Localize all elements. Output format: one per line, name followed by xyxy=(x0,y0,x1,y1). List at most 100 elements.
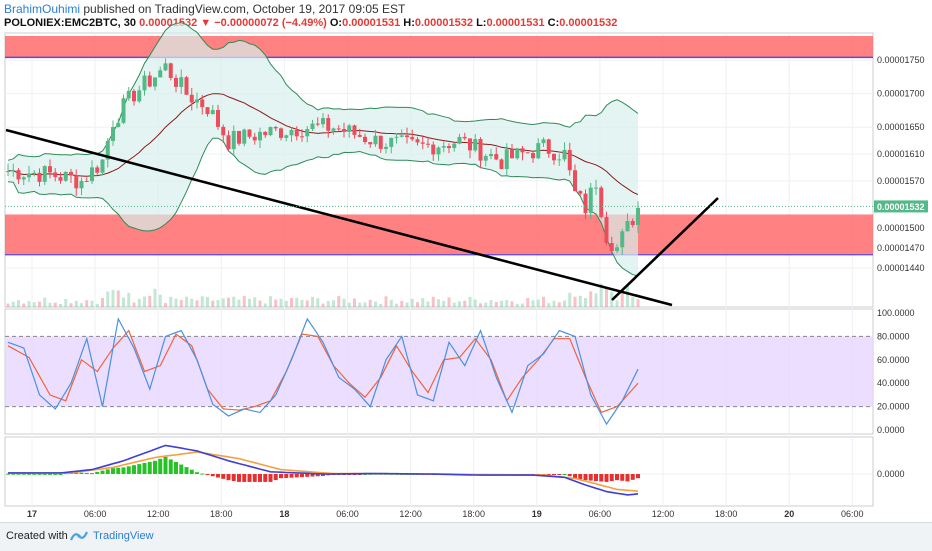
volume-bar xyxy=(531,300,535,307)
candle-body xyxy=(300,136,304,138)
time-axis-label: 12:00 xyxy=(147,509,170,519)
time-axis-label: 19 xyxy=(532,509,542,519)
volume-bar xyxy=(74,300,78,307)
macd-histogram-bar xyxy=(79,472,84,474)
volume-bar xyxy=(542,296,545,307)
candle-body xyxy=(373,135,378,145)
volume-bar xyxy=(573,296,577,307)
volume-bar xyxy=(605,287,608,307)
price-axis-label: 0.00001500 xyxy=(877,223,925,233)
candle-body xyxy=(315,123,320,125)
tradingview-logo-icon[interactable] xyxy=(70,528,88,544)
candle-body xyxy=(27,173,31,178)
volume-bar xyxy=(626,285,629,307)
candle-body xyxy=(242,129,247,144)
volume-bar xyxy=(452,302,456,307)
macd-histogram-bar xyxy=(583,474,588,481)
macd-histogram-bar xyxy=(142,463,147,474)
candle-body xyxy=(636,207,640,225)
price-change: −0.00000072 (−4.49%) xyxy=(214,17,327,29)
volume-bar xyxy=(116,290,120,307)
volume-bar xyxy=(227,297,230,307)
macd-histogram-bar xyxy=(105,469,110,474)
volume-bar xyxy=(379,303,383,307)
candle-body xyxy=(541,139,546,144)
candle-body xyxy=(405,135,409,138)
down-arrow-icon: ▼ xyxy=(200,17,212,29)
candle-body xyxy=(11,170,16,172)
candle-body xyxy=(609,243,614,251)
macd-histogram-bar xyxy=(90,473,94,475)
candle-body xyxy=(279,128,283,138)
volume-bar xyxy=(232,296,236,307)
volume-bar xyxy=(489,300,493,307)
chart-canvas[interactable]: 0.00001532 0.00001750 0.00001700 0.00001650… xyxy=(0,0,932,522)
volume-bar xyxy=(248,298,251,307)
candle-body xyxy=(394,136,399,138)
volume-bar xyxy=(195,300,199,307)
volume-bar xyxy=(85,300,89,307)
last-price-badge-text: 0.00001532 xyxy=(877,202,925,212)
time-axis-label: 20 xyxy=(784,509,794,519)
candle-body xyxy=(557,159,562,161)
macd-histogram-bar xyxy=(147,461,152,474)
candle-body xyxy=(630,220,635,225)
candle-body xyxy=(578,191,583,194)
volume-bar xyxy=(458,301,461,307)
macd-histogram-bar xyxy=(221,474,226,479)
low-value: 0.00001531 xyxy=(486,17,545,29)
price-axis-label: 0.00001610 xyxy=(877,149,925,159)
candle-body xyxy=(310,123,315,130)
candle-body xyxy=(441,146,446,148)
candle-body xyxy=(483,156,488,161)
macd-histogram-bar xyxy=(599,474,604,482)
price-axis-label: 0.00001650 xyxy=(877,122,925,132)
candle-body xyxy=(205,107,210,115)
price-axis-label: 0.00001700 xyxy=(877,89,925,99)
volume-bar xyxy=(143,296,146,307)
volume-bar xyxy=(253,297,257,307)
candle-body xyxy=(168,63,173,78)
time-axis-label: 12:00 xyxy=(399,509,422,519)
volume-bar xyxy=(547,303,551,307)
candle-body xyxy=(347,125,352,132)
volume-bar xyxy=(468,296,472,307)
macd-histogram-bar xyxy=(300,474,304,478)
volume-bar xyxy=(127,292,131,307)
candle-body xyxy=(604,217,609,244)
volume-bar xyxy=(615,300,619,307)
macd-histogram-bar xyxy=(268,474,273,482)
volume-bar xyxy=(473,299,477,307)
volume-bar xyxy=(484,302,488,307)
volume-bar xyxy=(111,290,115,307)
high-label: H: xyxy=(403,17,415,29)
candle-body xyxy=(525,152,530,154)
volume-bar xyxy=(305,300,309,307)
volume-bar xyxy=(500,300,503,307)
stoch-axis-label: 40.0000 xyxy=(877,378,910,388)
candle-body xyxy=(137,90,142,102)
candle-body xyxy=(237,130,241,144)
author-name[interactable]: BrahimOuhimi xyxy=(4,2,81,16)
macd-histogram-bar xyxy=(284,474,289,478)
volume-bar xyxy=(106,291,110,307)
macd-histogram-bar xyxy=(620,474,625,481)
stoch-band-fill xyxy=(5,336,873,407)
candle-body xyxy=(420,142,425,144)
candle-body xyxy=(69,171,73,176)
candle-body xyxy=(326,118,331,131)
volume-bar xyxy=(521,303,524,307)
volume-bar xyxy=(200,296,204,307)
tradingview-brand[interactable]: TradingView xyxy=(93,530,154,542)
macd-histogram-bar xyxy=(625,474,630,482)
volume-bar xyxy=(374,301,377,307)
macd-histogram-bar xyxy=(258,474,262,482)
volume-bar xyxy=(185,296,188,307)
volume-bar xyxy=(206,296,209,307)
candle-body xyxy=(273,127,278,129)
stoch-axis-label: 60.0000 xyxy=(877,355,910,365)
macd-histogram-bar xyxy=(132,465,136,474)
macd-histogram-bar xyxy=(279,474,283,479)
volume-bar xyxy=(321,303,325,307)
volume-bar xyxy=(416,302,419,307)
